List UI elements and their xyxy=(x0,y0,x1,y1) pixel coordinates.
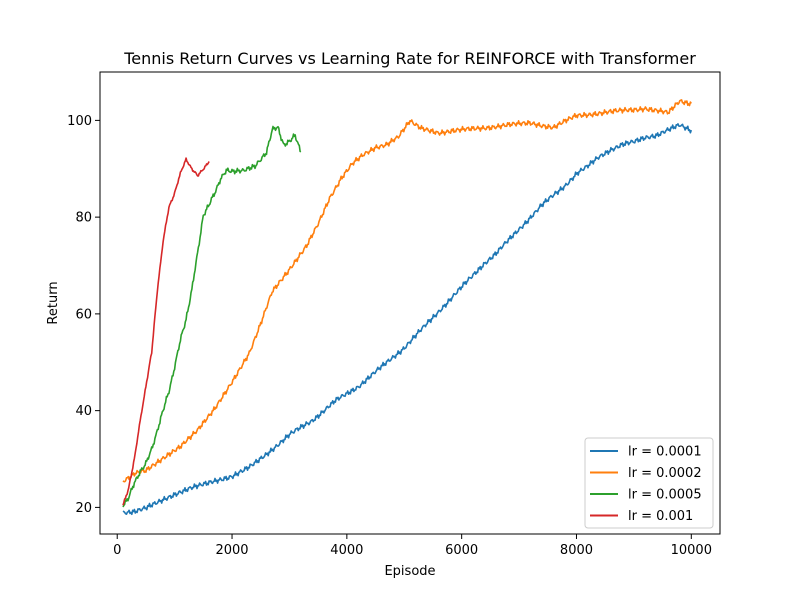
series-line-3 xyxy=(122,125,302,508)
series-line-4 xyxy=(122,157,210,506)
x-axis-label: Episode xyxy=(384,564,435,579)
y-tick-label: 80 xyxy=(75,211,92,226)
x-tick-label: 10000 xyxy=(671,543,712,558)
legend-box xyxy=(584,437,714,529)
legend-label-3: lr = 0.0005 xyxy=(628,488,702,503)
y-axis-label: Return xyxy=(46,281,61,324)
legend: lr = 0.0001 lr = 0.0002 lr = 0.0005 lr = 0.… xyxy=(584,437,714,529)
series-line-2 xyxy=(122,99,692,483)
plot-frame xyxy=(99,71,721,535)
y-tick-label: 20 xyxy=(75,501,92,516)
y-tick-label: 60 xyxy=(75,307,92,322)
legend-label-1: lr = 0.0001 xyxy=(628,445,702,460)
axis-layer: 0 2000 4000 6000 8000 10000 20 40 60 80 100 xyxy=(67,114,712,558)
chart-title: Tennis Return Curves vs Learning Rate fo… xyxy=(123,49,696,68)
x-tick-label: 0 xyxy=(113,543,121,558)
x-tick-label: 2000 xyxy=(215,543,248,558)
y-tick-label: 100 xyxy=(67,114,92,129)
x-tick-label: 8000 xyxy=(560,543,593,558)
x-tick-label: 6000 xyxy=(445,543,478,558)
y-tick-label: 40 xyxy=(75,404,92,419)
x-tick-label: 4000 xyxy=(330,543,363,558)
legend-label-2: lr = 0.0002 xyxy=(628,466,702,481)
legend-label-4: lr = 0.001 xyxy=(628,509,693,524)
series-line-1 xyxy=(122,123,693,516)
plot-layer xyxy=(122,99,693,516)
